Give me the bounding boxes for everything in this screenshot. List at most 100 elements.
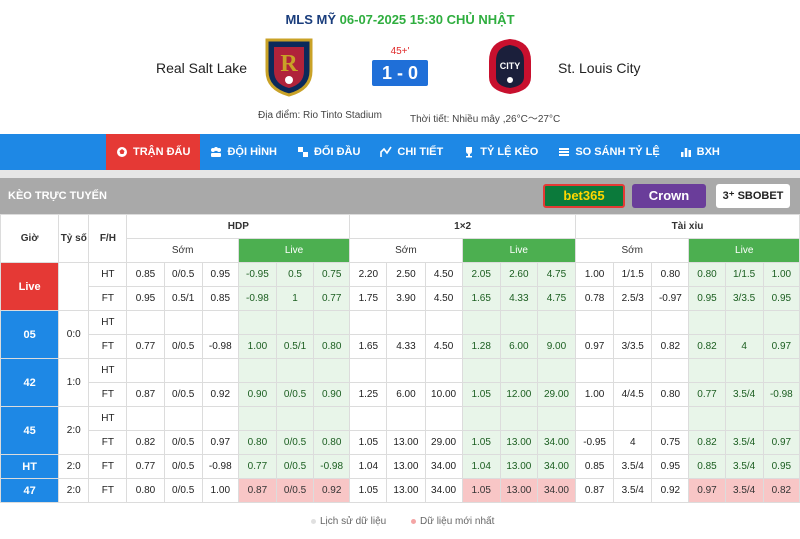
nav-tab-3[interactable]: CHI TIẾT	[370, 134, 453, 170]
live-odds-title: KÈO TRỰC TUYẾN	[8, 190, 107, 202]
odds-cell: 0.87	[237, 478, 277, 503]
header-1x2: 1×2	[349, 214, 577, 239]
odds-cell: 1.05	[349, 430, 388, 455]
odds-cell: 0.87	[126, 382, 165, 407]
league-name: MLS MỸ	[285, 12, 337, 27]
odds-cell: 0.97	[201, 430, 239, 455]
row-score: 0:0	[58, 310, 90, 359]
home-team-logo[interactable]: R	[264, 37, 314, 97]
home-team-name[interactable]: Real Salt Lake	[156, 60, 248, 76]
odds-cell: 0.82	[762, 478, 800, 503]
main-nav: TRẬN ĐẤU ĐỘI HÌNH ĐỐI ĐẦU CHI TIẾT TỶ LỆ KÈO…	[0, 134, 800, 170]
odds-cell: 1.04	[461, 454, 501, 479]
odds-cell	[724, 310, 764, 335]
nav-tab-4[interactable]: TỶ LỆ KÈO	[453, 134, 548, 170]
odds-cell	[237, 310, 277, 335]
odds-cell	[613, 358, 653, 383]
row-time: 45	[0, 406, 60, 455]
odds-cell: 0.82	[688, 334, 726, 359]
svg-text:R: R	[280, 51, 298, 77]
header-hdp: HDP	[126, 214, 351, 239]
odds-cell: 2.20	[349, 262, 388, 287]
odds-cell: 0.5	[275, 262, 315, 287]
odds-cell: 3/3.5	[724, 286, 764, 311]
away-team-name[interactable]: St. Louis City	[558, 60, 641, 76]
odds-cell: 1/1.5	[724, 262, 764, 287]
row-time: 47	[0, 478, 60, 503]
odds-cell: 2.5/3	[613, 286, 653, 311]
odds-cell: 0.77	[126, 454, 165, 479]
odds-cell	[386, 310, 426, 335]
bookmaker-crown-button[interactable]: Crown	[632, 184, 706, 208]
odds-cell	[461, 406, 501, 431]
nav-tab-0[interactable]: TRẬN ĐẤU	[106, 134, 201, 170]
sbobet-label: SBOBET	[737, 190, 784, 202]
odds-cell	[237, 406, 277, 431]
row-half: HT	[88, 310, 128, 335]
away-team-logo[interactable]: CITY	[487, 37, 533, 95]
odds-cell	[201, 406, 239, 431]
odds-cell: -0.95	[237, 262, 277, 287]
header-gio: Giờ	[0, 214, 60, 263]
match-header: MLS MỸ 06-07-2025 15:30 CHỦ NHẬT Real Sa…	[0, 0, 800, 134]
live-odds-bar: KÈO TRỰC TUYẾN bet365 Crown 3⁺ SBOBET	[0, 178, 800, 214]
odds-cell: 29.00	[536, 382, 577, 407]
odds-cell: 0.95	[201, 262, 239, 287]
odds-cell: 1.65	[461, 286, 501, 311]
odds-cell	[688, 358, 726, 383]
header-fh: F/H	[88, 214, 128, 263]
svg-text:CITY: CITY	[500, 61, 521, 71]
odds-cell: 0.85	[575, 454, 615, 479]
odds-cell	[536, 406, 577, 431]
header-taixiu: Tài xỉu	[575, 214, 800, 239]
odds-cell: 0/0.5	[163, 262, 203, 287]
team-icon	[210, 146, 222, 158]
odds-cell: 0.80	[688, 262, 726, 287]
odds-cell: 1.05	[461, 430, 501, 455]
odds-cell: 0/0.5	[163, 334, 203, 359]
nav-tab-1[interactable]: ĐỘI HÌNH	[200, 134, 287, 170]
odds-cell	[762, 406, 800, 431]
bookmaker-bet365-button[interactable]: bet365	[543, 184, 625, 208]
nav-tab-5[interactable]: SO SÁNH TỶ LỆ	[548, 134, 669, 170]
odds-cell: -0.95	[575, 430, 615, 455]
odds-cell: 3.5/4	[724, 454, 764, 479]
nav-tab-2[interactable]: ĐỐI ĐẦU	[287, 134, 370, 170]
odds-cell	[201, 358, 239, 383]
odds-cell: 3.5/4	[613, 454, 653, 479]
nav-tab-label: TỶ LỆ KÈO	[480, 146, 539, 158]
odds-cell	[163, 310, 203, 335]
separator-bar	[0, 170, 800, 178]
odds-cell	[688, 310, 726, 335]
odds-cell: 1	[275, 286, 315, 311]
odds-cell: 0/0.5	[275, 430, 315, 455]
odds-cell: 13.00	[386, 478, 426, 503]
odds-cell	[349, 406, 388, 431]
table-row: FT 0.77 0/0.5 -0.98 1.00 0.5/1 0.80 1.65 4.33 4.5…	[1, 334, 800, 359]
odds-cell: 9.00	[536, 334, 577, 359]
odds-cell: 0.85	[688, 454, 726, 479]
odds-cell: 0.95	[762, 454, 800, 479]
odds-cell: 34.00	[424, 454, 463, 479]
odds-cell: 0.80	[651, 262, 690, 287]
odds-cell: 0.82	[126, 430, 165, 455]
odds-cell: 1.00	[762, 262, 800, 287]
row-half: FT	[88, 430, 128, 455]
header-1x2-som: Sớm	[349, 238, 463, 263]
odds-cell: 4.33	[386, 334, 426, 359]
nav-tab-6[interactable]: BXH	[670, 134, 730, 170]
header-tyso: Tỷ số	[58, 214, 90, 263]
odds-cell: 0.80	[313, 334, 351, 359]
table-row: FT 0.87 0/0.5 0.92 0.90 0/0.5 0.90 1.25 6.00 10.0…	[1, 382, 800, 407]
odds-cell: 34.00	[536, 430, 577, 455]
odds-cell: 1.05	[461, 382, 501, 407]
header-hdp-live: Live	[237, 238, 351, 263]
bookmaker-sbobet-button[interactable]: 3⁺ SBOBET	[716, 184, 790, 208]
odds-cell: -0.98	[201, 334, 239, 359]
odds-cell: 4	[724, 334, 764, 359]
match-score: 1 - 0	[372, 60, 428, 86]
row-score: 2:0	[58, 454, 90, 479]
odds-cell: 0/0.5	[163, 382, 203, 407]
odds-cell	[126, 358, 165, 383]
odds-cell	[499, 358, 538, 383]
